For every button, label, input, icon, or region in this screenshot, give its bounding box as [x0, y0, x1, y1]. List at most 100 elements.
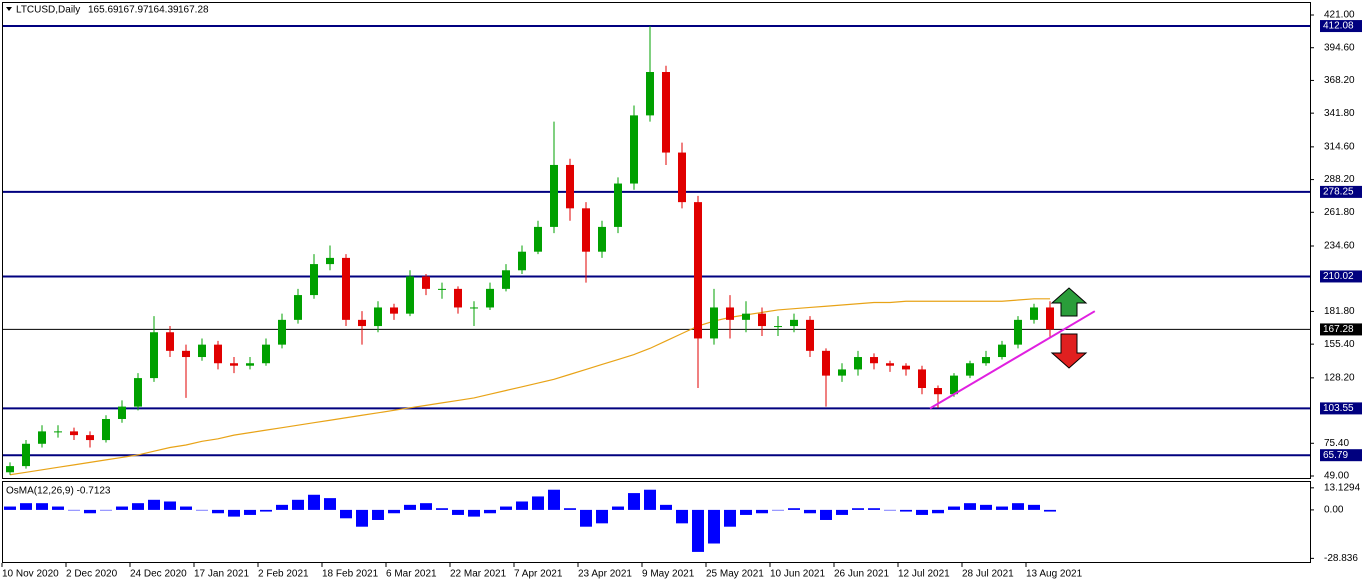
level-label: 412.08: [1323, 21, 1354, 32]
candle-body: [806, 319, 814, 351]
candle-body: [1014, 319, 1022, 345]
candle-body: [710, 307, 718, 339]
osma-bar: [68, 509, 80, 511]
x-tick-label: 28 Jul 2021: [962, 569, 1014, 580]
osma-bar: [836, 509, 848, 515]
osma-bar: [292, 499, 304, 510]
candle-body: [1046, 307, 1054, 330]
candle-body: [278, 319, 286, 345]
menu-triangle: [6, 7, 12, 11]
osma-bar: [884, 509, 896, 511]
osma-bar: [564, 508, 576, 510]
osma-bar: [340, 509, 352, 519]
osma-bar: [980, 504, 992, 510]
osma-bar: [196, 509, 208, 511]
x-tick-label: 24 Dec 2020: [130, 569, 187, 580]
x-tick-label: 23 Apr 2021: [578, 569, 632, 580]
up-arrow: [1050, 287, 1088, 317]
level-tag: [1320, 402, 1362, 415]
y-tick-label: 181.80: [1324, 306, 1355, 317]
osma-bar: [820, 509, 832, 520]
osma-bar: [868, 508, 880, 510]
osma-bar: [692, 509, 704, 552]
candle-body: [86, 435, 94, 441]
osma-bar: [1012, 503, 1024, 510]
level-tag: [1320, 20, 1362, 33]
quote-open: 165.69: [88, 5, 119, 16]
osma-bar: [36, 503, 48, 510]
y-tick-label: 155.40: [1324, 339, 1355, 350]
y-tick-label: 75.40: [1324, 438, 1349, 449]
osma-bar: [52, 506, 64, 510]
candle-body: [998, 344, 1006, 358]
candle-body: [886, 363, 894, 366]
candle-body: [950, 375, 958, 395]
osma-bar: [740, 509, 752, 515]
osma-bar: [100, 509, 112, 511]
y-tick-label: 394.60: [1324, 42, 1355, 53]
y-tick-label: -28.836: [1324, 553, 1358, 564]
y-tick-label: 234.60: [1324, 241, 1355, 252]
y-tick-label: 368.20: [1324, 75, 1355, 86]
candle-body: [198, 344, 206, 358]
oscillator-title: OsMA(12,26,9) -0.7123: [6, 486, 111, 497]
osma-bar: [900, 509, 912, 512]
candle-body: [966, 363, 974, 376]
candle-body: [102, 418, 110, 441]
candle-body: [630, 115, 638, 184]
main-pane: [2, 2, 1311, 479]
candle-body: [758, 313, 766, 327]
oscillator-pane: [2, 481, 1311, 563]
y-tick-label: 13.1294: [1324, 482, 1361, 493]
osma-bar: [228, 509, 240, 517]
osma-bar: [1044, 509, 1056, 512]
candle-body: [646, 72, 654, 116]
level-label: 278.25: [1323, 187, 1354, 198]
candle-body: [982, 357, 990, 364]
osma-bar: [596, 509, 608, 524]
osma-bar: [628, 493, 640, 510]
candle-body: [326, 257, 334, 265]
candle-body: [838, 369, 846, 376]
osma-bar: [724, 509, 736, 527]
candle-body: [774, 326, 782, 328]
candle-body: [598, 226, 606, 252]
candle-body: [262, 344, 270, 364]
osma-bar: [20, 503, 32, 510]
x-tick-label: 10 Nov 2020: [2, 569, 59, 580]
y-tick-label: 314.60: [1324, 141, 1355, 152]
candle-body: [614, 183, 622, 227]
osma-bar: [772, 509, 784, 511]
osma-bar: [132, 503, 144, 510]
osma-bar: [468, 509, 480, 517]
candle-body: [694, 202, 702, 339]
osma-bar: [676, 509, 688, 524]
osma-bar: [516, 501, 528, 510]
candle-body: [822, 350, 830, 376]
candle-body: [134, 378, 142, 407]
candle-body: [214, 344, 222, 364]
osma-bar: [148, 499, 160, 510]
y-tick-label: 49.00: [1324, 471, 1349, 482]
osma-bar: [260, 509, 272, 512]
x-tick-label: 12 Jul 2021: [898, 569, 950, 580]
candle-body: [742, 313, 750, 320]
x-tick-label: 18 Feb 2021: [322, 569, 379, 580]
osma-bar: [1028, 504, 1040, 510]
quote-low: 164.39: [148, 5, 179, 16]
candle-body: [230, 363, 238, 366]
osma-bar: [804, 509, 816, 514]
osma-bar: [116, 506, 128, 510]
osma-bar: [660, 504, 672, 510]
candle-body: [118, 406, 126, 419]
x-tick-label: 10 Jun 2021: [770, 569, 825, 580]
candle-body: [438, 288, 446, 290]
osma-bar: [244, 509, 256, 515]
candle-body: [246, 363, 254, 366]
candle-body: [150, 332, 158, 379]
candle-body: [502, 270, 510, 289]
y-tick-label: 128.20: [1324, 372, 1355, 383]
candle-body: [294, 295, 302, 320]
x-tick-label: 22 Mar 2021: [450, 569, 507, 580]
